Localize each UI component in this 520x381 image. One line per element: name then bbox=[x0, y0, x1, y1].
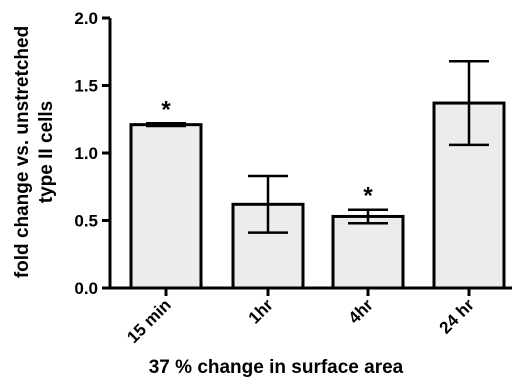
y-tick-label: 1.0 bbox=[74, 144, 98, 163]
x-tick-label: 15 min bbox=[123, 295, 175, 347]
bar bbox=[129, 123, 203, 290]
y-tick-label: 0.5 bbox=[74, 212, 98, 231]
y-tick-label: 1.5 bbox=[74, 77, 98, 96]
x-axis-label: 37 % change in surface area bbox=[149, 357, 404, 378]
x-tick-label: 4hr bbox=[345, 295, 377, 327]
significance-star: * bbox=[363, 183, 373, 210]
bar bbox=[331, 214, 405, 290]
significance-markers: ** bbox=[161, 96, 373, 209]
significance-star: * bbox=[161, 96, 171, 123]
x-tick-label: 1hr bbox=[245, 295, 277, 327]
y-axis-label-line-2: type II cells bbox=[36, 101, 57, 203]
x-axis: 15 min 1hr 4hr 24 hr bbox=[110, 286, 512, 347]
y-tick-label: 0.0 bbox=[74, 279, 98, 298]
bars bbox=[129, 101, 506, 290]
x-tick-label: 24 hr bbox=[436, 295, 478, 337]
error-bars bbox=[146, 59, 489, 234]
y-tick-label: 2.0 bbox=[74, 9, 98, 28]
y-axis-label-line-1: fold change vs. unstretched bbox=[12, 26, 33, 278]
y-axis: 0.0 0.5 1.0 1.5 2.0 bbox=[74, 9, 112, 298]
